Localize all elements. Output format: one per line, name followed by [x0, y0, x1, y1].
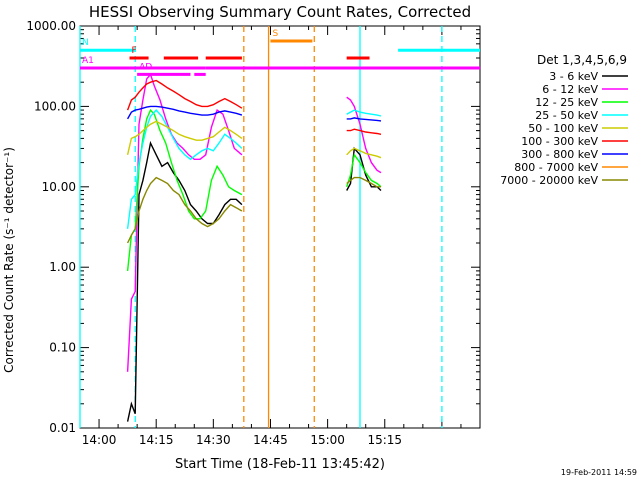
observing-flags: N F A1 AD S: [80, 29, 480, 76]
series-line: [126, 120, 243, 155]
chart-title: HESSI Observing Summary Count Rates, Cor…: [89, 3, 471, 21]
series-line: [346, 176, 381, 188]
plot-border: [79, 25, 481, 429]
legend-entry-label: 300 - 800 keV: [521, 148, 598, 161]
legend-entry-label: 50 - 100 keV: [528, 122, 598, 135]
vertical-markers: [79, 26, 443, 428]
legend-entry-label: 7000 - 20000 keV: [500, 174, 598, 187]
x-tick-label: 14:15: [139, 433, 174, 447]
legend-entry-label: 25 - 50 keV: [535, 109, 598, 122]
legend-title: Det 1,3,4,5,6,9: [537, 53, 627, 67]
legend-entry-label: 6 - 12 keV: [542, 83, 598, 96]
x-tick-label: 14:45: [253, 433, 288, 447]
series-line: [126, 79, 243, 111]
x-axis-label: Start Time (18-Feb-11 13:45:42): [175, 457, 385, 472]
y-tick-label: 10.00: [42, 180, 76, 194]
flag-label: S: [272, 29, 278, 39]
series-line: [346, 109, 382, 117]
x-tick-label: 14:00: [82, 433, 117, 447]
series-line: [346, 128, 382, 135]
y-tick-label: 1.00: [49, 260, 76, 274]
series-line: [346, 147, 382, 159]
legend-entry-label: 100 - 300 keV: [521, 135, 598, 148]
y-axis-label: Corrected Count Rate (s⁻¹ detector⁻¹): [2, 147, 16, 373]
x-tick-label: 15:00: [310, 433, 345, 447]
series-line: [126, 176, 243, 244]
legend-entry-label: 3 - 6 keV: [549, 70, 598, 83]
series-line: [126, 72, 243, 372]
series-line: [126, 105, 243, 120]
series-line: [126, 140, 243, 422]
legend-entry-label: 800 - 7000 keV: [514, 161, 598, 174]
series-lines: [126, 72, 382, 422]
series-line: [346, 117, 382, 122]
series-line: [126, 109, 243, 229]
y-tick-label: 0.10: [49, 341, 76, 355]
x-tick-label: 15:15: [367, 433, 402, 447]
x-tick-label: 14:30: [196, 433, 231, 447]
timestamp: 19-Feb-2011 14:59: [561, 468, 637, 477]
y-tick-label: 0.01: [49, 421, 76, 435]
series-line: [346, 96, 382, 174]
flag-label: AD: [139, 62, 152, 72]
x-axis-ticks: 14:00 14:15 14:30 14:45 15:00 15:15: [82, 26, 481, 447]
y-axis-ticks: 0.01 0.10 1.00 10.00 100.00 1000.00: [26, 19, 480, 435]
series-line: [346, 153, 382, 188]
flag-label: N: [82, 38, 89, 48]
legend-entry-label: 12 - 25 keV: [535, 96, 598, 109]
flag-label: A1: [82, 56, 94, 66]
flag-label: F: [132, 46, 137, 56]
y-tick-label: 1000.00: [26, 19, 76, 33]
y-tick-label: 100.00: [34, 99, 76, 113]
plot-frame: [79, 25, 481, 429]
